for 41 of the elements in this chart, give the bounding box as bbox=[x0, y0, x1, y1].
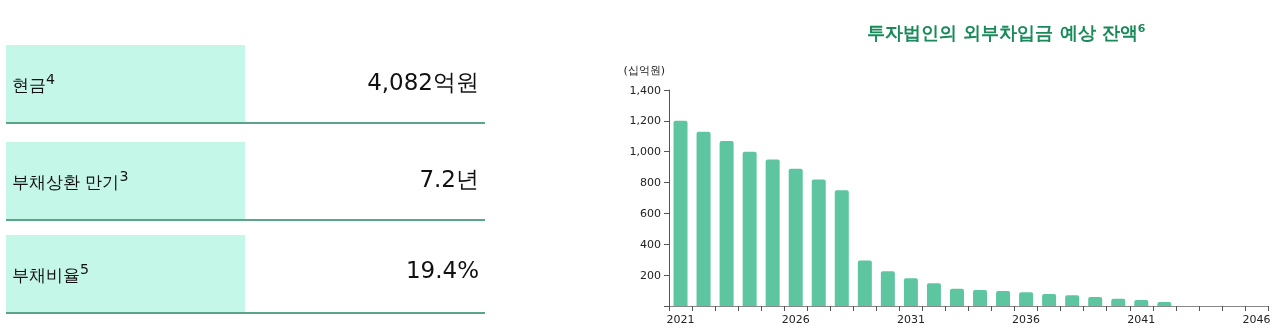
x-tick-label: 2036 bbox=[1012, 313, 1041, 326]
bar bbox=[696, 131, 711, 306]
bar bbox=[742, 151, 757, 306]
bar bbox=[1111, 298, 1126, 306]
bar bbox=[1065, 295, 1080, 306]
bar bbox=[903, 278, 918, 306]
bar bbox=[1134, 299, 1149, 306]
y-tick-label: 1,000 bbox=[629, 145, 661, 159]
text: 4,082억원 bbox=[367, 68, 479, 97]
x-tick-label: 2041 bbox=[1127, 313, 1156, 326]
x-tick-label: 2026 bbox=[781, 313, 810, 326]
bar bbox=[673, 120, 688, 306]
text: 7.2년 bbox=[419, 165, 479, 194]
y-tick-label: 200 bbox=[640, 268, 661, 282]
bar bbox=[811, 179, 826, 306]
bar bbox=[1019, 292, 1034, 306]
bar bbox=[949, 288, 964, 306]
y-tick-label: 400 bbox=[640, 237, 661, 251]
x-tick-label: 2031 bbox=[896, 313, 925, 326]
y-axis-title: (십억원) bbox=[623, 64, 665, 77]
y-tick-label: 1,400 bbox=[629, 83, 661, 97]
y-tick-label: 1,200 bbox=[629, 114, 661, 128]
bar bbox=[857, 260, 872, 306]
bar bbox=[788, 168, 803, 306]
y-tick-label: 800 bbox=[640, 176, 661, 190]
y-tick-label: 600 bbox=[640, 206, 661, 220]
text: 현금$^{4}$ bbox=[12, 71, 56, 97]
text: 부채상환 만기$^{3}$ bbox=[12, 168, 129, 194]
x-tick-label: 2021 bbox=[666, 313, 695, 326]
bar bbox=[834, 190, 849, 306]
bar bbox=[1042, 293, 1057, 306]
bar bbox=[926, 283, 941, 306]
bar bbox=[880, 271, 895, 306]
text: 19.4% bbox=[405, 257, 479, 283]
bar bbox=[719, 140, 734, 306]
bar bbox=[1088, 297, 1103, 306]
bar bbox=[765, 159, 780, 306]
text: 부채비율$^{5}$ bbox=[12, 261, 90, 287]
bar bbox=[996, 291, 1011, 306]
bar bbox=[973, 289, 988, 306]
x-tick-label: 2046 bbox=[1242, 313, 1271, 326]
